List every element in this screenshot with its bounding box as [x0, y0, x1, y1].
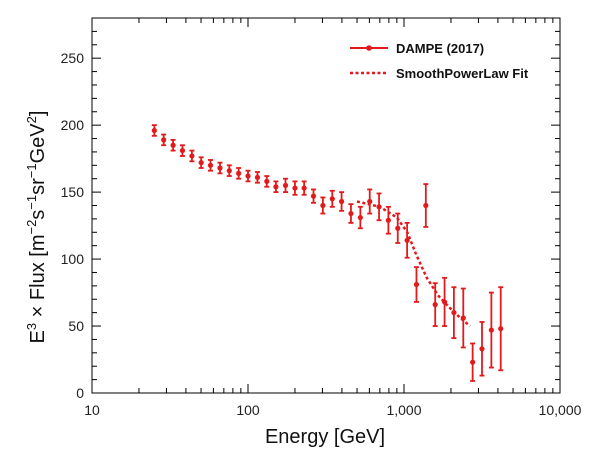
x-tick-label-1: 100 — [236, 402, 260, 418]
x-tick-label-2: 1,000 — [386, 402, 421, 418]
data-point-15 — [292, 185, 298, 191]
data-point-13 — [273, 184, 279, 190]
x-tick-label-3: 10,000 — [539, 402, 582, 418]
data-point-0 — [151, 127, 157, 134]
data-point-23 — [367, 198, 373, 205]
data-point-37 — [498, 326, 504, 332]
y-tick-label-0: 0 — [76, 385, 84, 401]
legend-label-dampe: DAMPE (2017) — [396, 41, 484, 56]
y-tick-label-4: 200 — [61, 117, 85, 133]
data-point-36 — [488, 327, 494, 333]
data-point-11 — [254, 174, 261, 180]
y-title-part: sr — [27, 178, 49, 195]
y-title-superscript: −1 — [24, 163, 39, 178]
y-tick-label-5: 250 — [61, 50, 85, 66]
data-point-10 — [245, 173, 251, 179]
legend-marker-dampe — [366, 45, 372, 51]
data-point-20 — [338, 198, 345, 205]
data-point-9 — [236, 170, 242, 176]
data-point-12 — [264, 178, 270, 184]
data-point-4 — [189, 153, 195, 159]
data-point-3 — [179, 147, 186, 154]
y-tick-label-2: 100 — [61, 251, 85, 267]
data-point-17 — [310, 193, 317, 199]
legend: DAMPE (2017) SmoothPowerLaw Fit — [350, 41, 529, 81]
data-point-18 — [320, 202, 326, 209]
data-point-14 — [282, 182, 289, 189]
data-point-5 — [198, 160, 204, 166]
x-axis-title: Energy [GeV] — [265, 426, 385, 448]
data-point-26 — [395, 225, 401, 231]
data-point-30 — [432, 302, 438, 308]
data-point-6 — [207, 162, 214, 168]
y-title-part: GeV — [27, 123, 49, 164]
y-axis-title: E3 × Flux [m−2s−1sr−1GeV2] — [24, 111, 49, 344]
data-point-28 — [413, 281, 420, 288]
legend-label-fit: SmoothPowerLaw Fit — [396, 66, 529, 81]
data-point-31 — [441, 299, 448, 305]
data-point-22 — [357, 214, 363, 221]
y-title-superscript: 3 — [24, 323, 39, 330]
data-point-21 — [348, 210, 354, 217]
data-point-19 — [329, 196, 335, 202]
data-point-32 — [451, 310, 457, 316]
data-point-16 — [301, 185, 307, 191]
data-point-33 — [460, 315, 466, 321]
data-point-25 — [385, 217, 391, 223]
y-tick-label-3: 150 — [61, 184, 85, 200]
y-title-part: s — [27, 210, 49, 220]
plot-area — [151, 124, 504, 382]
y-title-part: ] — [27, 111, 49, 117]
y-title-part: × Flux [m — [27, 235, 49, 323]
data-point-7 — [217, 165, 223, 171]
y-title-part: E — [27, 330, 49, 343]
y-tick-label-1: 50 — [68, 318, 84, 334]
y-title-superscript: −2 — [24, 220, 39, 235]
data-point-1 — [161, 137, 167, 143]
x-tick-label-0: 10 — [84, 402, 100, 418]
data-point-34 — [470, 359, 476, 365]
y-title-superscript: −1 — [24, 195, 39, 210]
data-point-35 — [479, 346, 485, 352]
data-point-8 — [226, 168, 232, 174]
axes: 10 100 1,000 10,000 0 50 100 150 200 250 — [61, 17, 582, 418]
data-point-24 — [376, 204, 382, 210]
data-point-29 — [423, 202, 429, 209]
data-point-27 — [404, 237, 410, 243]
y-title-superscript: 2 — [24, 116, 39, 123]
data-point-2 — [170, 142, 176, 148]
